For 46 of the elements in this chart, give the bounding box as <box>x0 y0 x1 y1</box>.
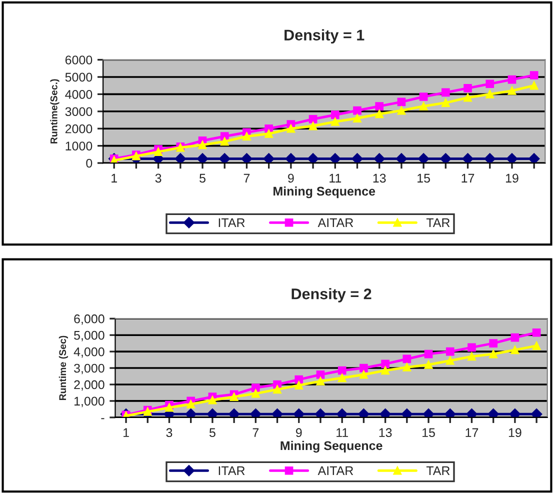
x-tick-label: 11 <box>336 428 348 437</box>
x-tick-label: 13 <box>373 174 386 183</box>
x-axis-title: Mining Sequence <box>280 440 382 453</box>
chart-title: Density = 2 <box>292 288 372 302</box>
x-tick-label: 19 <box>506 174 518 183</box>
x-tick-label: 17 <box>462 174 474 182</box>
y-tick-label: 3,000 <box>74 364 104 374</box>
legend-label: AITAR <box>318 218 354 227</box>
x-tick-label: 15 <box>418 174 430 183</box>
y-tick-label: 2,000 <box>74 380 104 391</box>
y-tick-label: 1000 <box>66 142 92 150</box>
y-tick-label: 4,000 <box>74 347 104 358</box>
y-tick-label: 4000 <box>65 90 92 99</box>
y-tick-label: 2000 <box>65 124 92 134</box>
x-tick-label: 7 <box>252 428 259 437</box>
x-tick-label: 5 <box>200 174 206 183</box>
y-tick-label: - <box>101 418 104 420</box>
x-tick-label: 9 <box>296 428 302 438</box>
legend-label: AITAR <box>318 466 354 475</box>
y-axis-title: Runtime (Sec) <box>58 336 68 400</box>
x-tick-label: 11 <box>330 174 342 182</box>
chart-title: Density = 1 <box>284 29 364 44</box>
x-tick-label: 15 <box>422 428 435 438</box>
y-axis-title: Runtime(Sec.) <box>50 79 60 144</box>
y-tick-label: 6,000 <box>74 314 104 325</box>
y-tick-label: 3000 <box>65 107 92 116</box>
y-tick-label: 5,000 <box>74 330 104 342</box>
x-tick-label: 13 <box>379 428 392 438</box>
y-tick-label: 1,000 <box>74 396 104 408</box>
x-tick-label: 3 <box>166 428 172 438</box>
legend-label: ITAR <box>218 218 245 227</box>
x-tick-label: 5 <box>209 428 216 438</box>
x-tick-label: 19 <box>508 428 522 438</box>
x-axis-title: Mining Sequence <box>274 186 376 198</box>
x-tick-label: 7 <box>244 174 250 182</box>
y-tick-label: 0 <box>86 158 92 168</box>
x-tick-label: 1 <box>124 428 129 437</box>
x-tick-label: 1 <box>112 174 117 182</box>
y-tick-label: 5000 <box>65 72 92 82</box>
legend-label: TAR <box>426 218 450 227</box>
x-tick-label: 9 <box>288 174 294 183</box>
legend-label: ITAR <box>218 466 245 475</box>
legend-label: TAR <box>426 466 450 475</box>
x-tick-label: 17 <box>466 428 478 437</box>
y-tick-label: 6000 <box>65 56 92 64</box>
x-tick-label: 3 <box>155 174 162 183</box>
